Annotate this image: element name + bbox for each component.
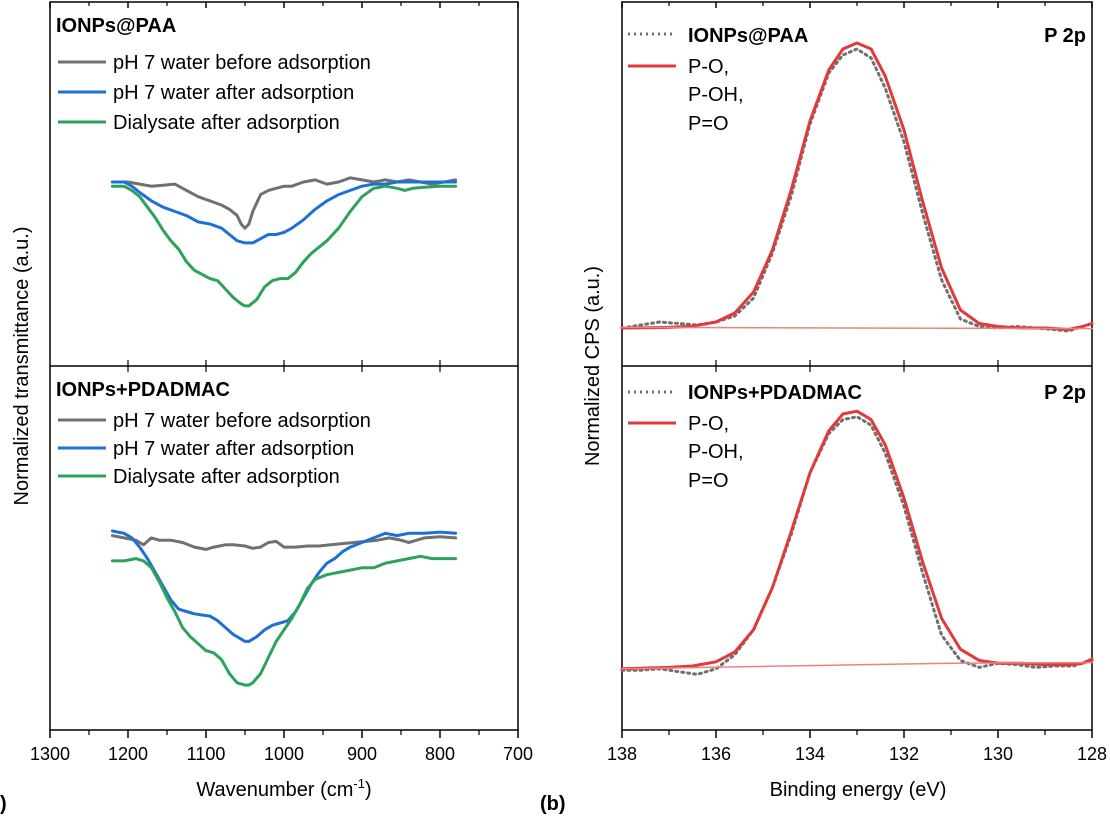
panel-a-xlabel-sup: -1 <box>353 776 365 791</box>
panel-a-bottom-title: IONPs+PDADMAC <box>56 379 230 401</box>
series-line-a-0-ph-7-water-before-adsorption <box>110 176 458 230</box>
x-tick-label: 1000 <box>264 744 304 764</box>
legend-b-bot-text-1: IONPs+PDADMAC <box>688 382 862 404</box>
x-tick-label: 900 <box>347 744 377 764</box>
panel-a: 1300 1200 1100 1000 900 800 700 IONPs@PAA pH 7… <box>0 1 533 815</box>
legend-b-bot-text-2b: P-OH, <box>688 441 744 463</box>
x-tick-label: 136 <box>701 744 731 764</box>
x-tick-label: 134 <box>795 744 825 764</box>
panel-b-top-plot <box>620 41 1094 333</box>
panel-a-xlabel-close: ) <box>365 779 372 801</box>
legend-b-top-text-2c: P=O <box>688 113 729 135</box>
series-line-a-0-ph-7-water-after-adsorption <box>110 180 458 245</box>
panel-b-top-corner-label: P 2p <box>1044 25 1086 47</box>
panel-b-bottom-corner-label: P 2p <box>1044 382 1086 404</box>
series-line-a-1-dialysate-after-adsorption <box>110 554 458 687</box>
legend-a-top-text-2: pH 7 water after adsorption <box>113 82 354 104</box>
legend-b-top-text-1: IONPs@PAA <box>688 25 808 47</box>
x-tick-label: 128 <box>1077 744 1107 764</box>
panel-a-bottom-plot <box>110 529 458 687</box>
x-tick-label: 1100 <box>187 744 226 764</box>
panel-b-xlabel: Binding energy (eV) <box>770 779 947 801</box>
panel-b: 138 136 134 132 130 128 IONPs@PAA P 2p P-O, P… <box>540 1 1107 815</box>
legend-a-bot-text-2: pH 7 water after adsorption <box>113 438 354 460</box>
x-tick-label: 1300 <box>30 744 70 764</box>
series-line-a-0-dialysate-after-adsorption <box>110 184 458 308</box>
legend-a-top-text-3: Dialysate after adsorption <box>113 112 340 134</box>
x-tick-label: 1200 <box>108 744 148 764</box>
panel-b-x-ticks: 138 136 134 132 130 128 <box>607 2 1107 764</box>
series-line-b-1-baseline <box>621 661 1093 670</box>
panel-a-top-plot <box>110 176 458 308</box>
legend-a-bot-text-1: pH 7 water before adsorption <box>113 410 371 432</box>
panel-a-xlabel: Wavenumber (cm-1) <box>196 776 371 801</box>
panel-label-b: (b) <box>540 793 566 815</box>
legend-b-bot-text-2c: P=O <box>688 470 729 492</box>
legend-b-bot-text-2a: P-O, <box>688 413 729 435</box>
legend-b-top-text-2b: P-OH, <box>688 84 744 106</box>
legend-b-top-text-2a: P-O, <box>688 56 729 78</box>
x-tick-label: 132 <box>889 744 919 764</box>
legend-a-top-text-1: pH 7 water before adsorption <box>113 52 371 74</box>
x-tick-label: 138 <box>607 744 637 764</box>
panel-b-bottom-plot <box>620 409 1094 676</box>
series-line-a-1-ph-7-water-after-adsorption <box>110 529 458 643</box>
panel-a-top-title: IONPs@PAA <box>56 15 176 37</box>
panel-a-x-ticks: 1300 1200 1100 1000 900 800 700 <box>30 2 533 764</box>
panel-a-ylabel: Normalized transmittance (a.u.) <box>11 227 33 506</box>
series-line-b-0-baseline <box>621 326 1093 330</box>
x-tick-label: 800 <box>425 744 455 764</box>
x-tick-label: 700 <box>503 744 533 764</box>
legend-a-bot-text-3: Dialysate after adsorption <box>113 466 340 488</box>
x-tick-label: 130 <box>983 744 1013 764</box>
panel-label-a: ) <box>0 793 7 815</box>
panel-a-xlabel-main: Wavenumber (cm <box>196 779 353 801</box>
panel-b-ylabel: Normalized CPS (a.u.) <box>582 266 604 466</box>
series-line-a-1-ph-7-water-before-adsorption <box>110 534 458 551</box>
